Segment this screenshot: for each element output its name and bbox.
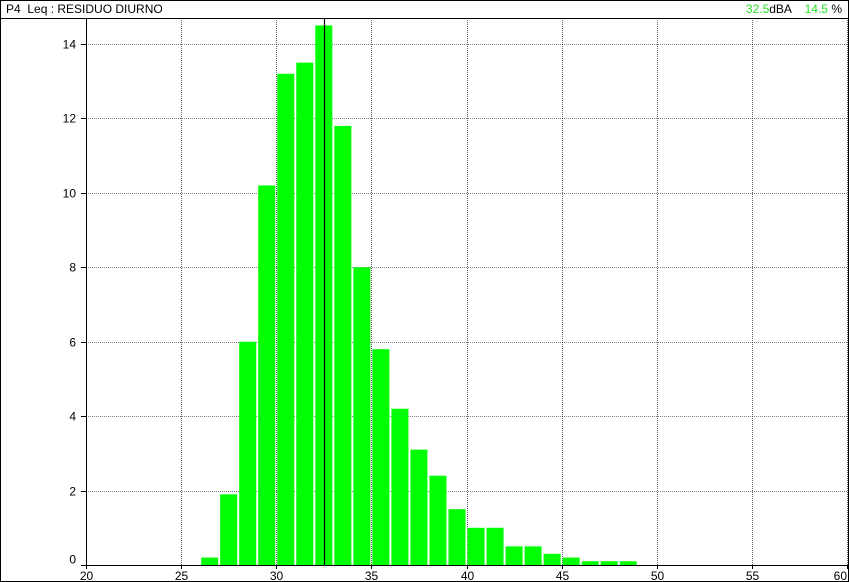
histogram-bar [353,267,371,565]
y-tick-labels: 0 2 4 6 8 10 12 14 [63,38,86,567]
chart-title: P4 Leq : RESIDUO DIURNO [6,2,163,16]
x-tick-label: 45 [556,569,570,582]
histogram-bar [505,546,523,565]
y-tick-label: 8 [69,261,76,275]
x-tick-label: 40 [461,569,475,582]
chart-header: P4 Leq : RESIDUO DIURNO 32.5dBA 14.5 % [1,1,848,19]
histogram-bar [220,494,238,565]
histogram-bars [201,25,637,566]
histogram-bar [467,527,485,565]
x-tick-label: 50 [651,569,665,582]
histogram-bar [486,527,504,565]
x-tick-label: 25 [175,569,189,582]
x-tick-label: 35 [365,569,379,582]
histogram-bar [372,349,390,565]
histogram-bar [391,408,409,565]
percent-unit: % [831,2,842,16]
y-tick-label: 6 [69,336,76,350]
histogram-bar [562,557,580,565]
grid-lines [86,18,848,565]
y-tick-label: 4 [69,410,76,424]
cursor-value: 32.5 [745,2,770,16]
x-tick-label: 55 [746,569,760,582]
y-tick-label: 10 [63,187,77,201]
histogram-bar [600,561,618,565]
histogram-bar [315,25,333,565]
histogram-bar [448,509,466,565]
histogram-bar [258,185,276,565]
histogram-bar [239,341,257,565]
x-tick-label: 60 [834,569,848,582]
histogram-bar [334,125,352,566]
y-tick-label: 0 [69,553,76,567]
histogram-bar [410,449,428,565]
cursor-percent: 14.5 [804,2,828,16]
x-tick-label: 30 [270,569,284,582]
x-tick-label: 20 [80,569,94,582]
cursor-readout: 32.5dBA 14.5 % [746,1,842,18]
y-tick-label: 2 [69,485,76,499]
histogram-bar [429,475,447,565]
axis-lines [86,18,847,566]
y-tick-label: 14 [63,38,77,52]
histogram-bar [201,557,219,565]
histogram-bar [296,62,314,565]
histogram-bar [524,546,542,565]
cursor-unit: dBA [769,2,792,16]
histogram-bar [277,73,295,565]
y-tick-label: 12 [63,112,77,126]
histogram-bar [543,553,561,565]
x-tick-labels: 20 25 30 35 40 45 50 55 60 [80,565,848,582]
histogram-bar [619,561,637,565]
histogram-bar [581,561,599,565]
